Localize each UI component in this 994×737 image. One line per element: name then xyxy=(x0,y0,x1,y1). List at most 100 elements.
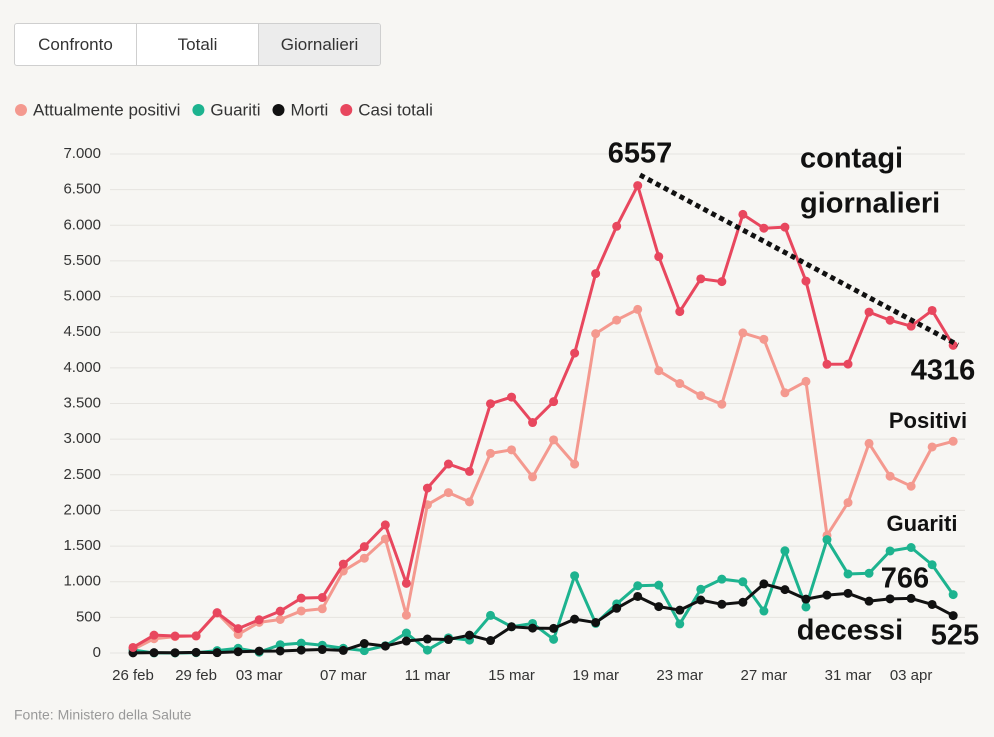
y-tick-label: 4.000 xyxy=(63,359,101,376)
data-point xyxy=(486,448,496,458)
x-tick-label: 31 mar xyxy=(825,667,872,684)
data-point xyxy=(528,418,538,428)
data-point xyxy=(759,334,769,344)
data-point xyxy=(570,571,580,581)
data-point xyxy=(654,602,664,612)
x-tick-label: 15 mar xyxy=(488,667,535,684)
tab[interactable]: Giornalieri xyxy=(259,24,380,65)
data-point xyxy=(759,223,769,233)
data-point xyxy=(885,546,895,556)
legend-marker xyxy=(272,104,285,116)
legend-label: Morti xyxy=(290,100,328,119)
data-point xyxy=(401,578,411,588)
data-point xyxy=(296,593,306,603)
y-tick-label: 2.000 xyxy=(63,501,101,518)
data-point xyxy=(654,366,664,376)
data-point xyxy=(380,641,390,651)
data-point xyxy=(927,305,937,315)
x-tick-label: 29 feb xyxy=(175,667,217,684)
y-tick-label: 6.000 xyxy=(63,216,101,233)
legend-label: Casi totali xyxy=(358,100,433,119)
data-point xyxy=(696,274,706,284)
data-point xyxy=(738,209,748,219)
data-point xyxy=(464,466,474,476)
data-point xyxy=(380,520,390,530)
data-point xyxy=(801,594,811,604)
data-point xyxy=(654,580,664,590)
trend-line xyxy=(638,172,960,348)
legend-label: Attualmente positivi xyxy=(33,100,180,119)
annotation: decessi xyxy=(797,615,903,647)
data-point xyxy=(675,307,685,317)
data-point xyxy=(233,647,243,657)
data-point xyxy=(927,442,937,452)
y-tick-label: 3.500 xyxy=(63,394,101,411)
data-point xyxy=(948,590,958,600)
annotation: 766 xyxy=(881,563,929,595)
y-tick-label: 3.000 xyxy=(63,430,101,447)
data-point xyxy=(696,391,706,401)
series-line xyxy=(132,582,954,655)
legend-marker xyxy=(15,104,27,116)
data-point xyxy=(191,647,201,657)
data-point xyxy=(717,399,727,409)
data-point xyxy=(507,445,517,455)
x-tick-label: 26 feb xyxy=(112,667,154,684)
series-line xyxy=(132,538,955,655)
data-point xyxy=(906,481,916,491)
data-point xyxy=(549,634,559,644)
data-point xyxy=(443,459,453,469)
data-point xyxy=(359,542,369,552)
x-tick-label: 03 apr xyxy=(890,667,933,684)
data-point xyxy=(612,315,622,325)
y-tick-label: 6.500 xyxy=(63,181,101,198)
y-tick-label: 7.000 xyxy=(63,145,101,162)
data-point xyxy=(359,553,369,563)
data-point xyxy=(549,397,559,407)
data-point xyxy=(738,328,748,338)
data-point xyxy=(801,276,811,286)
data-point xyxy=(633,181,643,191)
data-point xyxy=(338,645,348,655)
data-point xyxy=(843,588,853,598)
tab[interactable]: Totali xyxy=(137,24,259,65)
y-tick-label: 1.000 xyxy=(63,573,101,590)
data-point xyxy=(359,646,369,656)
data-point xyxy=(675,379,685,389)
data-point xyxy=(570,348,580,358)
data-point xyxy=(780,585,790,595)
data-point xyxy=(464,497,474,507)
data-point xyxy=(864,596,874,606)
data-point xyxy=(780,222,790,232)
data-point xyxy=(317,593,327,603)
data-point xyxy=(486,399,496,409)
data-point xyxy=(948,436,958,446)
annotation: 4316 xyxy=(911,355,976,387)
tab-bar: Confronto Totali Giornalieri xyxy=(14,23,381,66)
data-point xyxy=(275,606,285,616)
data-point xyxy=(275,614,285,624)
data-point xyxy=(780,546,790,556)
data-point xyxy=(717,574,727,584)
y-tick-label: 500 xyxy=(76,608,101,625)
data-point xyxy=(296,606,306,616)
legend-marker xyxy=(192,104,205,116)
legend-marker xyxy=(340,104,353,116)
data-point xyxy=(822,590,832,600)
data-point xyxy=(591,329,601,339)
data-point xyxy=(170,631,180,641)
data-point xyxy=(864,568,874,578)
data-point xyxy=(401,610,411,620)
data-point xyxy=(570,614,580,624)
x-tick-label: 19 mar xyxy=(572,667,619,684)
data-point xyxy=(633,591,643,601)
data-point xyxy=(906,593,916,603)
data-point xyxy=(822,535,832,545)
x-tick-label: 23 mar xyxy=(656,667,703,684)
data-point xyxy=(696,584,706,594)
data-point xyxy=(170,648,180,658)
data-point xyxy=(780,388,790,398)
tab[interactable]: Confronto xyxy=(15,24,137,65)
data-point xyxy=(275,640,285,650)
